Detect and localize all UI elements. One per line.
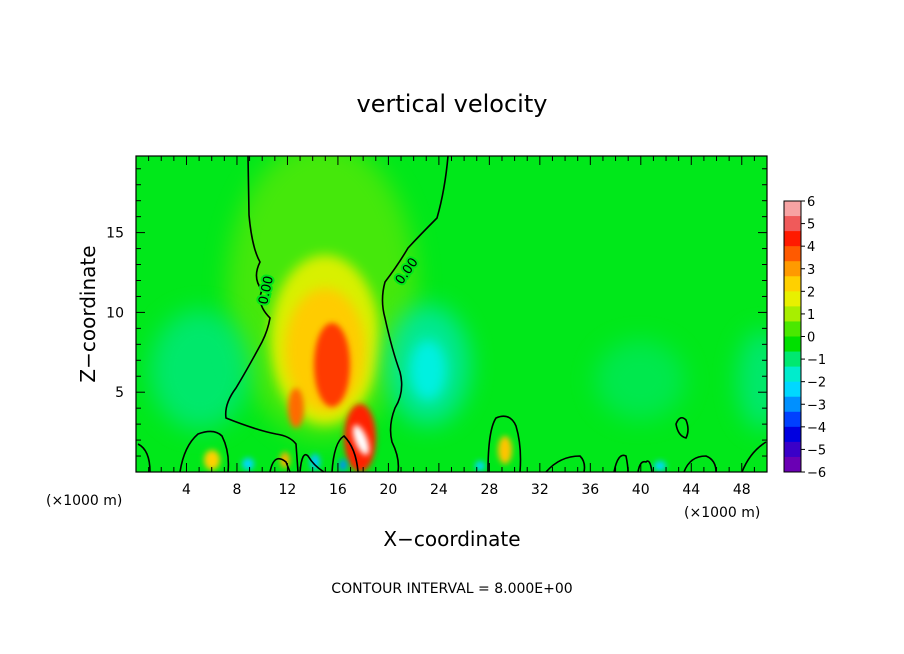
x-axis-ticks: 4 8 12 16 20 24 28 32 36 40 44 48 (148, 156, 755, 498)
colorbar-label: 1 (807, 308, 815, 323)
colorbar-label: 5 (807, 218, 815, 233)
cell-6 (475, 461, 485, 471)
colorbar-swatch (784, 456, 801, 473)
x-tick-label: 20 (379, 482, 397, 498)
contour-cell-f (487, 415, 522, 472)
colorbar-swatch (784, 426, 801, 443)
x-tick-label: 48 (733, 482, 751, 498)
y-axis-ticks: 5 10 15 (106, 168, 767, 457)
cell-4 (242, 458, 254, 470)
colorbar-label: 4 (807, 240, 815, 255)
colorbar-label: −3 (807, 398, 826, 413)
updraft-peak (352, 424, 370, 456)
cell-5 (310, 454, 320, 470)
colorbar-swatch (784, 276, 801, 292)
contour-left (224, 156, 299, 472)
contour-cell-k (675, 416, 689, 439)
colorbar-swatch (784, 231, 801, 247)
colorbar-swatch (784, 291, 801, 307)
contour-cell-l (741, 441, 767, 472)
x-tick-label: 4 (182, 482, 191, 498)
cell-1 (204, 450, 220, 470)
colorbar-label: 6 (807, 195, 815, 210)
colorbar-label: −5 (807, 443, 826, 458)
colorbar-swatch (784, 381, 801, 398)
contour-cell-c (269, 457, 291, 472)
x-tick-label: 36 (581, 482, 599, 498)
contour-cell-e (331, 434, 359, 472)
downdraft-far-right (737, 330, 767, 430)
colorbar-label: −2 (807, 376, 826, 391)
contour-cell-a (137, 443, 151, 472)
x-unit-right: (×1000 m) (684, 505, 760, 521)
updraft-core-2 (288, 388, 304, 428)
colorbar-swatch (784, 201, 801, 217)
colorbar-swatch (784, 411, 801, 428)
y-tick-label: 15 (106, 226, 124, 242)
x-tick-label: 44 (682, 482, 700, 498)
contour-interval: CONTOUR INTERVAL = 8.000E+00 (331, 581, 572, 597)
colorbar-swatch (784, 321, 801, 337)
y-axis-label: Z−coordinate (76, 245, 100, 382)
colorbar: 6 5 4 3 2 1 0 −1 −2 −3 −4 −5 −6 (783, 195, 826, 481)
colorbar-swatch (784, 336, 801, 353)
colorbar-swatch (784, 216, 801, 232)
x-tick-label: 16 (329, 482, 347, 498)
updraft-core (314, 323, 350, 407)
contour-cell-g (545, 455, 586, 472)
downdraft-right-core (410, 340, 446, 400)
colorbar-label: 3 (807, 263, 815, 278)
chart-title: vertical velocity (357, 90, 548, 118)
colorbar-label: −4 (807, 421, 826, 436)
colorbar-swatch (784, 396, 801, 413)
colorbar-swatch (784, 306, 801, 322)
x-tick-label: 32 (531, 482, 549, 498)
colorbar-swatch (784, 261, 801, 277)
contour-cell-j (683, 455, 717, 472)
contour-cell-b (179, 430, 230, 472)
colorbar-label: 0 (807, 331, 815, 346)
colorbar-swatch (784, 441, 801, 458)
contour-cell-i (637, 460, 653, 472)
colorbar-label: −6 (807, 466, 826, 481)
x-tick-label: 24 (430, 482, 448, 498)
cell-8 (339, 459, 347, 471)
colorbar-swatch (784, 246, 801, 262)
contour-right (381, 156, 449, 472)
x-axis-label: X−coordinate (383, 527, 520, 551)
downdraft-left (150, 310, 250, 430)
x-tick-label: 8 (232, 482, 241, 498)
colorbar-swatch (784, 366, 801, 383)
contour-cell-d (299, 453, 325, 472)
x-tick-label: 12 (279, 482, 297, 498)
cell-7 (654, 461, 666, 471)
x-tick-label: 40 (632, 482, 650, 498)
downdraft-mid (595, 340, 685, 420)
plot-field: 0.00 0.00 (136, 156, 767, 472)
colorbar-label: −1 (807, 353, 826, 368)
x-tick-label: 28 (480, 482, 498, 498)
x-unit-left: (×1000 m) (46, 493, 122, 509)
y-tick-label: 5 (115, 385, 124, 401)
cell-2 (498, 436, 512, 464)
y-tick-label: 10 (106, 305, 124, 321)
colorbar-swatch (784, 351, 801, 368)
colorbar-label: 2 (807, 285, 815, 300)
